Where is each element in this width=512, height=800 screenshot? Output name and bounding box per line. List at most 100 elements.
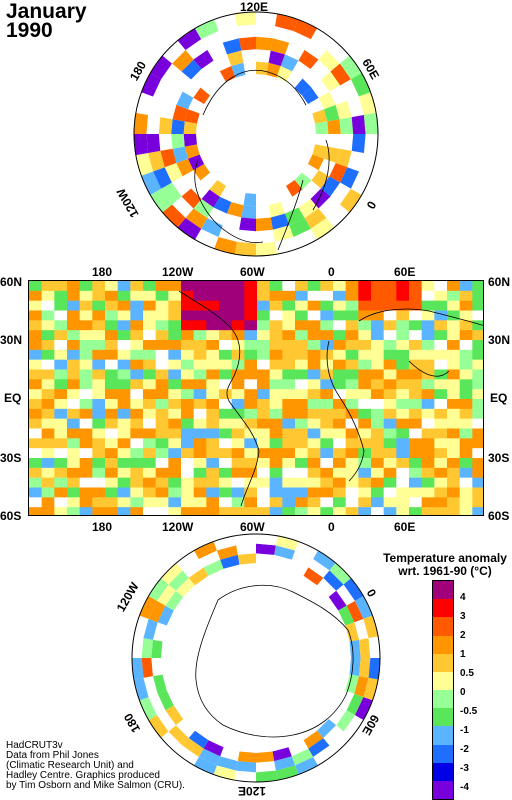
- anomaly-cell: [29, 497, 43, 508]
- anomaly-cell: [206, 290, 220, 302]
- arctic-anomaly-cells: [134, 12, 378, 256]
- anomaly-cell: [79, 448, 93, 459]
- anomaly-cell: [188, 567, 209, 586]
- anomaly-cell: [289, 218, 311, 237]
- anomaly-cell: [155, 497, 169, 508]
- anomaly-cell: [459, 477, 473, 488]
- anomaly-cell: [79, 290, 93, 302]
- anomaly-cell: [219, 438, 233, 449]
- anomaly-cell: [358, 340, 372, 351]
- anomaly-cell: [307, 399, 321, 410]
- anomaly-cell: [257, 349, 271, 361]
- anomaly-cell: [130, 310, 144, 321]
- anomaly-cell: [333, 458, 347, 469]
- anomaly-cell: [219, 487, 233, 498]
- anomaly-cell: [41, 379, 55, 390]
- anomaly-cell: [105, 399, 119, 410]
- anomaly-cell: [270, 213, 290, 230]
- anomaly-cell: [29, 458, 43, 469]
- anomaly-cell: [310, 188, 331, 209]
- anomaly-cell: [345, 340, 359, 351]
- anomaly-cell: [177, 217, 202, 240]
- anomaly-cell: [459, 497, 473, 508]
- anomaly-cell: [54, 359, 68, 370]
- anomaly-cell: [92, 379, 106, 390]
- anomaly-cell: [181, 300, 195, 311]
- anomaly-cell: [148, 150, 165, 172]
- lat-left-60n: 60N: [0, 275, 23, 289]
- anomaly-cell: [143, 310, 157, 321]
- anomaly-cell: [459, 438, 473, 449]
- anomaly-cell: [29, 418, 43, 429]
- anomaly-cell: [256, 217, 273, 232]
- anomaly-cell: [54, 458, 68, 469]
- anomaly-cell: [143, 340, 157, 351]
- anomaly-cell: [193, 448, 207, 459]
- anomaly-cell: [333, 418, 347, 429]
- anomaly-cell: [257, 487, 271, 498]
- anomaly-cell: [269, 497, 283, 508]
- anomaly-cell: [155, 428, 169, 439]
- anomaly-cell: [354, 676, 369, 698]
- anomaly-cell: [130, 418, 144, 429]
- anomaly-cell: [193, 497, 207, 508]
- anomaly-cell: [307, 467, 321, 479]
- anomaly-cell: [105, 281, 119, 292]
- anomaly-cell: [219, 300, 233, 311]
- anomaly-cell: [409, 408, 423, 420]
- anomaly-cell: [434, 379, 448, 390]
- anomaly-cell: [371, 497, 385, 508]
- anomaly-cell: [117, 310, 131, 321]
- anomaly-cell: [447, 369, 461, 380]
- anomaly-cell: [256, 193, 269, 207]
- anomaly-cell: [67, 477, 81, 488]
- anomaly-cell: [117, 448, 131, 459]
- anomaly-cell: [383, 389, 397, 400]
- anomaly-cell: [472, 330, 483, 341]
- anomaly-cell: [368, 658, 380, 680]
- anomaly-cell: [237, 553, 256, 565]
- anomaly-cell: [472, 300, 483, 311]
- anomaly-cell: [143, 369, 157, 380]
- anomaly-cell: [172, 104, 188, 122]
- anomaly-cell: [181, 418, 195, 429]
- anomaly-cell: [257, 359, 271, 370]
- anomaly-cell: [345, 359, 359, 370]
- anomaly-cell: [164, 163, 183, 183]
- anomaly-cell: [130, 359, 144, 370]
- anomaly-cell: [371, 477, 385, 488]
- anomaly-cell: [219, 458, 233, 469]
- anomaly-cell: [143, 359, 157, 370]
- anomaly-cell: [220, 554, 240, 569]
- anomaly-cell: [421, 507, 435, 515]
- anomaly-cell: [257, 408, 271, 420]
- anomaly-cell: [256, 36, 273, 51]
- anomaly-cell: [141, 73, 162, 97]
- anomaly-cell: [358, 153, 377, 176]
- credit-line: Hadley Centre. Graphics produced: [6, 770, 160, 781]
- anomaly-cell: [206, 379, 220, 390]
- anomaly-cell: [307, 330, 321, 341]
- anomaly-cell: [165, 590, 184, 611]
- anomaly-cell: [203, 740, 224, 757]
- anomaly-cell: [231, 281, 245, 292]
- anomaly-cell: [257, 310, 271, 321]
- anomaly-cell: [282, 330, 296, 341]
- anomaly-cell: [243, 193, 256, 207]
- anomaly-cell: [41, 467, 55, 479]
- anomaly-cell: [194, 541, 217, 559]
- anomaly-cell: [421, 418, 435, 429]
- legend-label: 0: [460, 687, 466, 698]
- anomaly-cell: [282, 349, 296, 361]
- anomaly-cell: [54, 487, 68, 498]
- anomaly-cell: [293, 19, 317, 40]
- anomaly-cell: [358, 448, 372, 459]
- anomaly-cell: [231, 497, 245, 508]
- anomaly-cell: [181, 340, 195, 351]
- anomaly-cell: [358, 369, 372, 380]
- anomaly-cell: [67, 379, 81, 390]
- anomaly-cell: [193, 418, 207, 429]
- anomaly-cell: [434, 438, 448, 449]
- credit-line: HadCRUT3v: [6, 740, 63, 751]
- anomaly-cell: [333, 497, 347, 508]
